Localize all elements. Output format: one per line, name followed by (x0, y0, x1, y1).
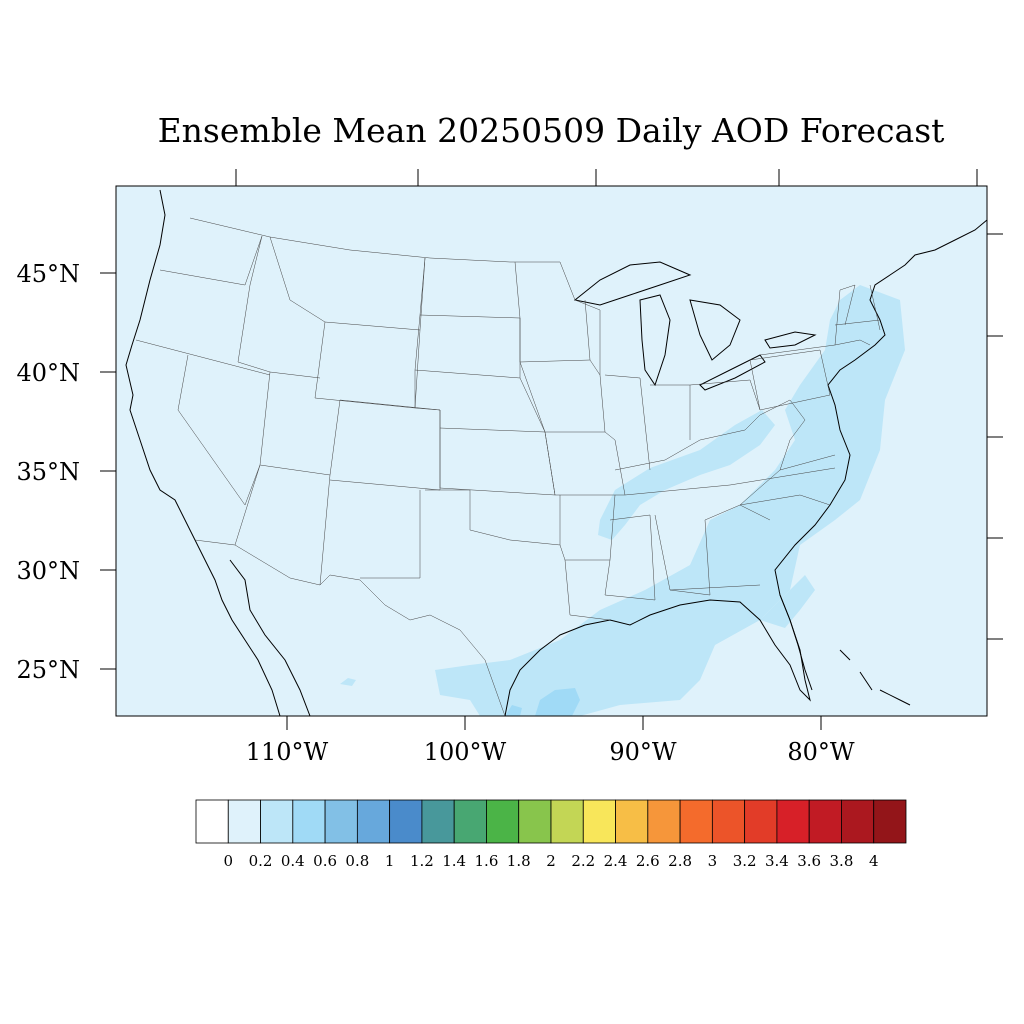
colorbar-label: 0.8 (345, 852, 369, 870)
nv-boundary (177, 354, 261, 506)
colorbar-box (389, 799, 423, 844)
colorbar-box (615, 799, 649, 844)
colorbar-label: 0.6 (313, 852, 337, 870)
colorbar-box (582, 799, 616, 844)
wyoming (314, 321, 421, 409)
map-ticks (100, 169, 1003, 730)
carolinas (739, 469, 831, 506)
great-lake-ontario (764, 331, 817, 349)
illinois-indiana-ohio (604, 374, 761, 471)
colorbar-box (195, 799, 229, 844)
colorbar-label: 1 (385, 852, 395, 870)
idaho-boundary (237, 235, 321, 379)
or-ca-line (135, 339, 271, 376)
map-panel: 45°N 40°N 35°N 30°N 25°N 110°W 100°W 90°… (16, 169, 1003, 766)
colorbar-box (550, 799, 584, 844)
colorbar-label: 1.8 (507, 852, 531, 870)
colorbar-box (776, 799, 810, 844)
gulf-coastline (504, 594, 811, 716)
colorbar-box (486, 799, 520, 844)
colorbar-label: 1.6 (475, 852, 499, 870)
colorbar-labels: 0 0.2 0.4 0.6 0.8 1 1.2 1.4 1.6 1.8 2 2.2 2.4 2.6 2.8 3… (223, 852, 878, 870)
map-frame (115, 185, 988, 717)
colorbar: 0 0.2 0.4 0.6 0.8 1 1.2 1.4 1.6 1.8 2 2.2 2.4 2.6 2.8 3… (195, 799, 907, 870)
colorbar-box (711, 799, 746, 844)
lat-label: 40°N (16, 359, 80, 387)
colorbar-label: 3 (708, 852, 718, 870)
figure-title: Ensemble Mean 20250509 Daily AOD Forecas… (158, 111, 945, 150)
great-lake-michigan (639, 294, 671, 387)
colorbar-label: 2.8 (668, 852, 692, 870)
oklahoma-texas (425, 489, 561, 546)
aod-region-south-texas-coast (505, 705, 522, 716)
aod-shading (125, 189, 987, 716)
lon-label: 100°W (424, 738, 507, 766)
colorbar-box (356, 799, 391, 844)
colorbar-boxes (195, 799, 907, 844)
colorbar-box (227, 799, 261, 844)
tn-ky (614, 414, 836, 496)
colorbar-box (679, 799, 713, 844)
longitude-labels: 110°W 100°W 90°W 80°W (246, 738, 855, 766)
colorbar-box (873, 799, 907, 844)
colorbar-box (647, 799, 681, 844)
colorbar-label: 2.2 (571, 852, 595, 870)
colorbar-box (324, 799, 358, 844)
aod-region-ohio-valley (598, 410, 775, 540)
wa-or-line (159, 235, 263, 286)
lat-label: 30°N (16, 557, 80, 585)
colorbar-label: 0.4 (281, 852, 305, 870)
louisiana-ms (564, 514, 656, 621)
colorbar-label: 1.4 (442, 852, 466, 870)
state-borders (135, 217, 881, 716)
colorbar-label: 0 (223, 852, 233, 870)
colorbar-box (421, 799, 455, 844)
coastlines (125, 189, 987, 716)
mexico-border (194, 539, 506, 716)
arizona-nm (234, 464, 421, 586)
michigan-wisc (574, 299, 601, 375)
colorbar-label: 4 (869, 852, 879, 870)
lon-label: 90°W (609, 738, 677, 766)
colorbar-box (260, 799, 294, 844)
colorbar-box (518, 799, 552, 844)
florida-coast (779, 594, 813, 691)
colorbar-label: 0.2 (249, 852, 273, 870)
va-wv (759, 399, 836, 471)
pacific-coastline (125, 189, 281, 716)
aod-region-florida-east (760, 575, 815, 628)
colorbar-box (453, 799, 487, 844)
aod-region-southeast (435, 285, 905, 716)
latitude-labels: 45°N 40°N 35°N 30°N 25°N (16, 260, 80, 684)
aod-region-west-gulf-core (535, 688, 580, 716)
lat-label: 45°N (16, 260, 80, 288)
aod-region-west-gulf-small (340, 678, 356, 686)
colorbar-label: 1.2 (410, 852, 434, 870)
colorbar-box (841, 799, 875, 844)
colorbar-box (292, 799, 326, 844)
new-england (834, 284, 881, 346)
colorbar-label: 3.6 (797, 852, 821, 870)
bahamas (839, 649, 911, 706)
colorbar-label: 2.6 (636, 852, 660, 870)
great-lake-superior (573, 261, 692, 306)
baja-gulf-coast (229, 559, 311, 716)
lat-label: 35°N (16, 458, 80, 486)
colorbar-label: 3.2 (733, 852, 757, 870)
colorbar-box (808, 799, 842, 844)
colorbar-label: 3.4 (765, 852, 789, 870)
lon-label: 110°W (246, 738, 329, 766)
great-lake-erie (699, 354, 766, 391)
pa-ny (749, 284, 856, 411)
lat-label: 25°N (16, 656, 80, 684)
colorbar-label: 2 (546, 852, 556, 870)
colorbar-box (744, 799, 778, 844)
lon-label: 80°W (787, 738, 855, 766)
great-lake-huron (689, 299, 741, 361)
colorbar-label: 3.8 (830, 852, 854, 870)
atlantic-coastline (774, 219, 987, 596)
colorbar-label: 2.4 (604, 852, 628, 870)
